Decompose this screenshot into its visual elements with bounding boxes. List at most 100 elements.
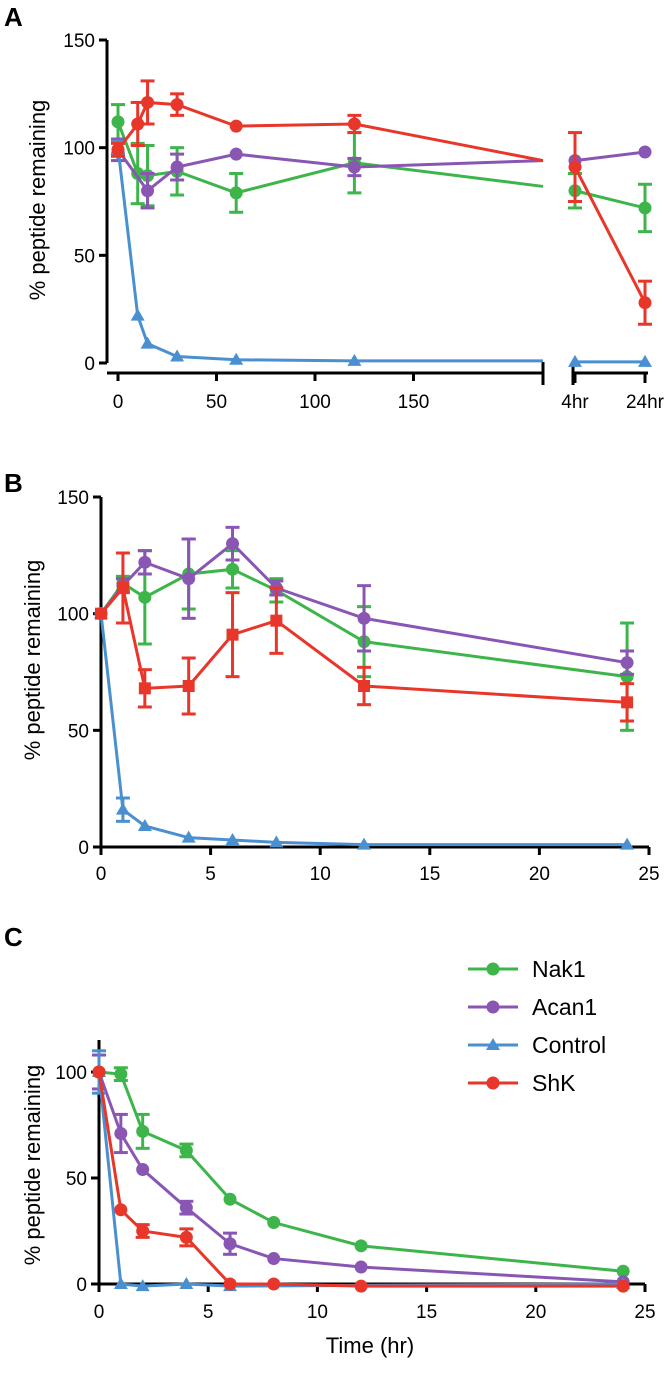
marker-nak1 [114, 1067, 128, 1081]
y-tick-label-c: 50 [66, 1169, 87, 1190]
line-acan1-c [97, 1071, 624, 1284]
marker-control [181, 830, 196, 843]
marker-acan1 [223, 1237, 237, 1251]
marker-acan1 [229, 147, 243, 161]
y-tick-label-a: 0 [84, 354, 95, 375]
x-tick-label-c: 20 [525, 1302, 546, 1323]
marker-acan1 [267, 1252, 281, 1266]
marker-control [347, 353, 362, 366]
series-control-b [94, 606, 635, 850]
x-tick-label-c: 0 [94, 1302, 105, 1323]
marker-control [130, 308, 145, 321]
marker-control [229, 352, 244, 365]
marker-shk [267, 1277, 281, 1291]
line-nak1-c [98, 1070, 624, 1273]
marker-shk [347, 117, 361, 131]
panel-letter-b: B [4, 468, 23, 498]
x-axis-label-c: Time (hr) [326, 1333, 414, 1358]
x-tick-label-b: 10 [310, 864, 331, 885]
marker-control [115, 802, 130, 815]
marker-acan1 [170, 160, 184, 174]
line-nak1-a-segment2 [574, 189, 646, 210]
marker-shk [114, 1203, 128, 1217]
y-tick-label-b: 100 [57, 605, 89, 626]
marker-nak1 [229, 186, 243, 200]
line-shk-a-segment2 [573, 166, 647, 304]
y-tick-label-c: 100 [55, 1063, 87, 1084]
marker-nak1 [354, 1239, 368, 1253]
y-tick-label-c: 0 [76, 1275, 87, 1296]
marker-shk [638, 296, 652, 310]
x-tick-label-b: 15 [419, 864, 440, 885]
x-tick-label-b: 20 [529, 864, 550, 885]
line-shk-b [99, 584, 628, 704]
y-axis-label-c: % peptide remaining [20, 1065, 45, 1266]
x-tick-label-c: 25 [634, 1302, 655, 1323]
series-acan1-b [94, 525, 635, 676]
line-acan1-a-segment2 [574, 150, 646, 163]
marker-shk [270, 614, 283, 627]
line-control-c [97, 1071, 624, 1288]
marker-acan1 [141, 184, 155, 198]
y-tick-label-b: 0 [78, 838, 89, 859]
line-acan1-a-segment1 [116, 148, 544, 193]
marker-shk [354, 1279, 368, 1293]
marker-shk [182, 680, 195, 692]
marker-shk [138, 682, 151, 695]
marker-control [225, 833, 240, 845]
panel-c: C % peptide remaining 0 50 100 0 5 10 15 20 25 Time… [4, 922, 656, 1358]
line-shk-a-segment1 [116, 100, 544, 163]
marker-nak1 [138, 590, 152, 604]
marker-acan1 [638, 145, 652, 159]
marker-nak1 [223, 1192, 237, 1206]
legend-label-nak1: Nak1 [532, 956, 586, 982]
y-axis-label-a: % peptide remaining [25, 100, 50, 301]
marker-control [140, 336, 155, 349]
legend-label-acan1: Acan1 [532, 994, 597, 1020]
marker-shk [616, 1279, 630, 1293]
x-tick-label-a: 50 [206, 392, 227, 413]
marker-acan1 [136, 1163, 150, 1177]
legend-label-shk: ShK [532, 1070, 576, 1096]
legend-marker-control [486, 1038, 500, 1050]
marker-acan1 [620, 656, 634, 670]
marker-control [137, 819, 152, 831]
series-shk-b [95, 551, 635, 723]
marker-nak1 [616, 1264, 630, 1278]
marker-nak1 [179, 1143, 193, 1157]
panel-b: B % peptide remaining 0 50 100 150 0 5 10 15 20 25 [4, 468, 660, 885]
x-tick-label-a: 24hr [626, 392, 664, 413]
marker-shk [92, 1065, 106, 1079]
x-tick-label-b: 0 [96, 864, 107, 885]
marker-shk [179, 1230, 193, 1244]
legend-marker-acan1 [486, 1000, 500, 1014]
marker-shk [358, 680, 371, 692]
x-tick-label-c: 10 [307, 1302, 328, 1323]
series-nak1-c [92, 1065, 630, 1278]
marker-control [638, 354, 652, 367]
x-tick-label-a: 150 [398, 392, 430, 413]
marker-nak1 [226, 562, 240, 576]
marker-shk [136, 1224, 150, 1238]
marker-shk [223, 1277, 237, 1291]
marker-nak1 [267, 1216, 281, 1230]
panel-letter-c: C [4, 922, 23, 952]
marker-control [179, 1277, 194, 1289]
marker-shk [111, 143, 125, 157]
marker-acan1 [138, 555, 152, 569]
marker-control [357, 837, 372, 850]
x-tick-label-b: 5 [205, 864, 216, 885]
panel-letter-a: A [4, 2, 23, 32]
marker-control [568, 354, 582, 367]
marker-shk [226, 628, 239, 641]
marker-control [269, 835, 284, 848]
legend-label-control: Control [532, 1032, 606, 1058]
x-tick-label-c: 15 [416, 1302, 437, 1323]
marker-acan1 [347, 160, 361, 174]
marker-shk [229, 119, 243, 133]
x-tick-label-a: 4hr [561, 392, 589, 413]
x-tick-label-a: 100 [299, 392, 331, 413]
marker-shk [95, 607, 107, 620]
x-tick-label-a: 0 [113, 392, 124, 413]
